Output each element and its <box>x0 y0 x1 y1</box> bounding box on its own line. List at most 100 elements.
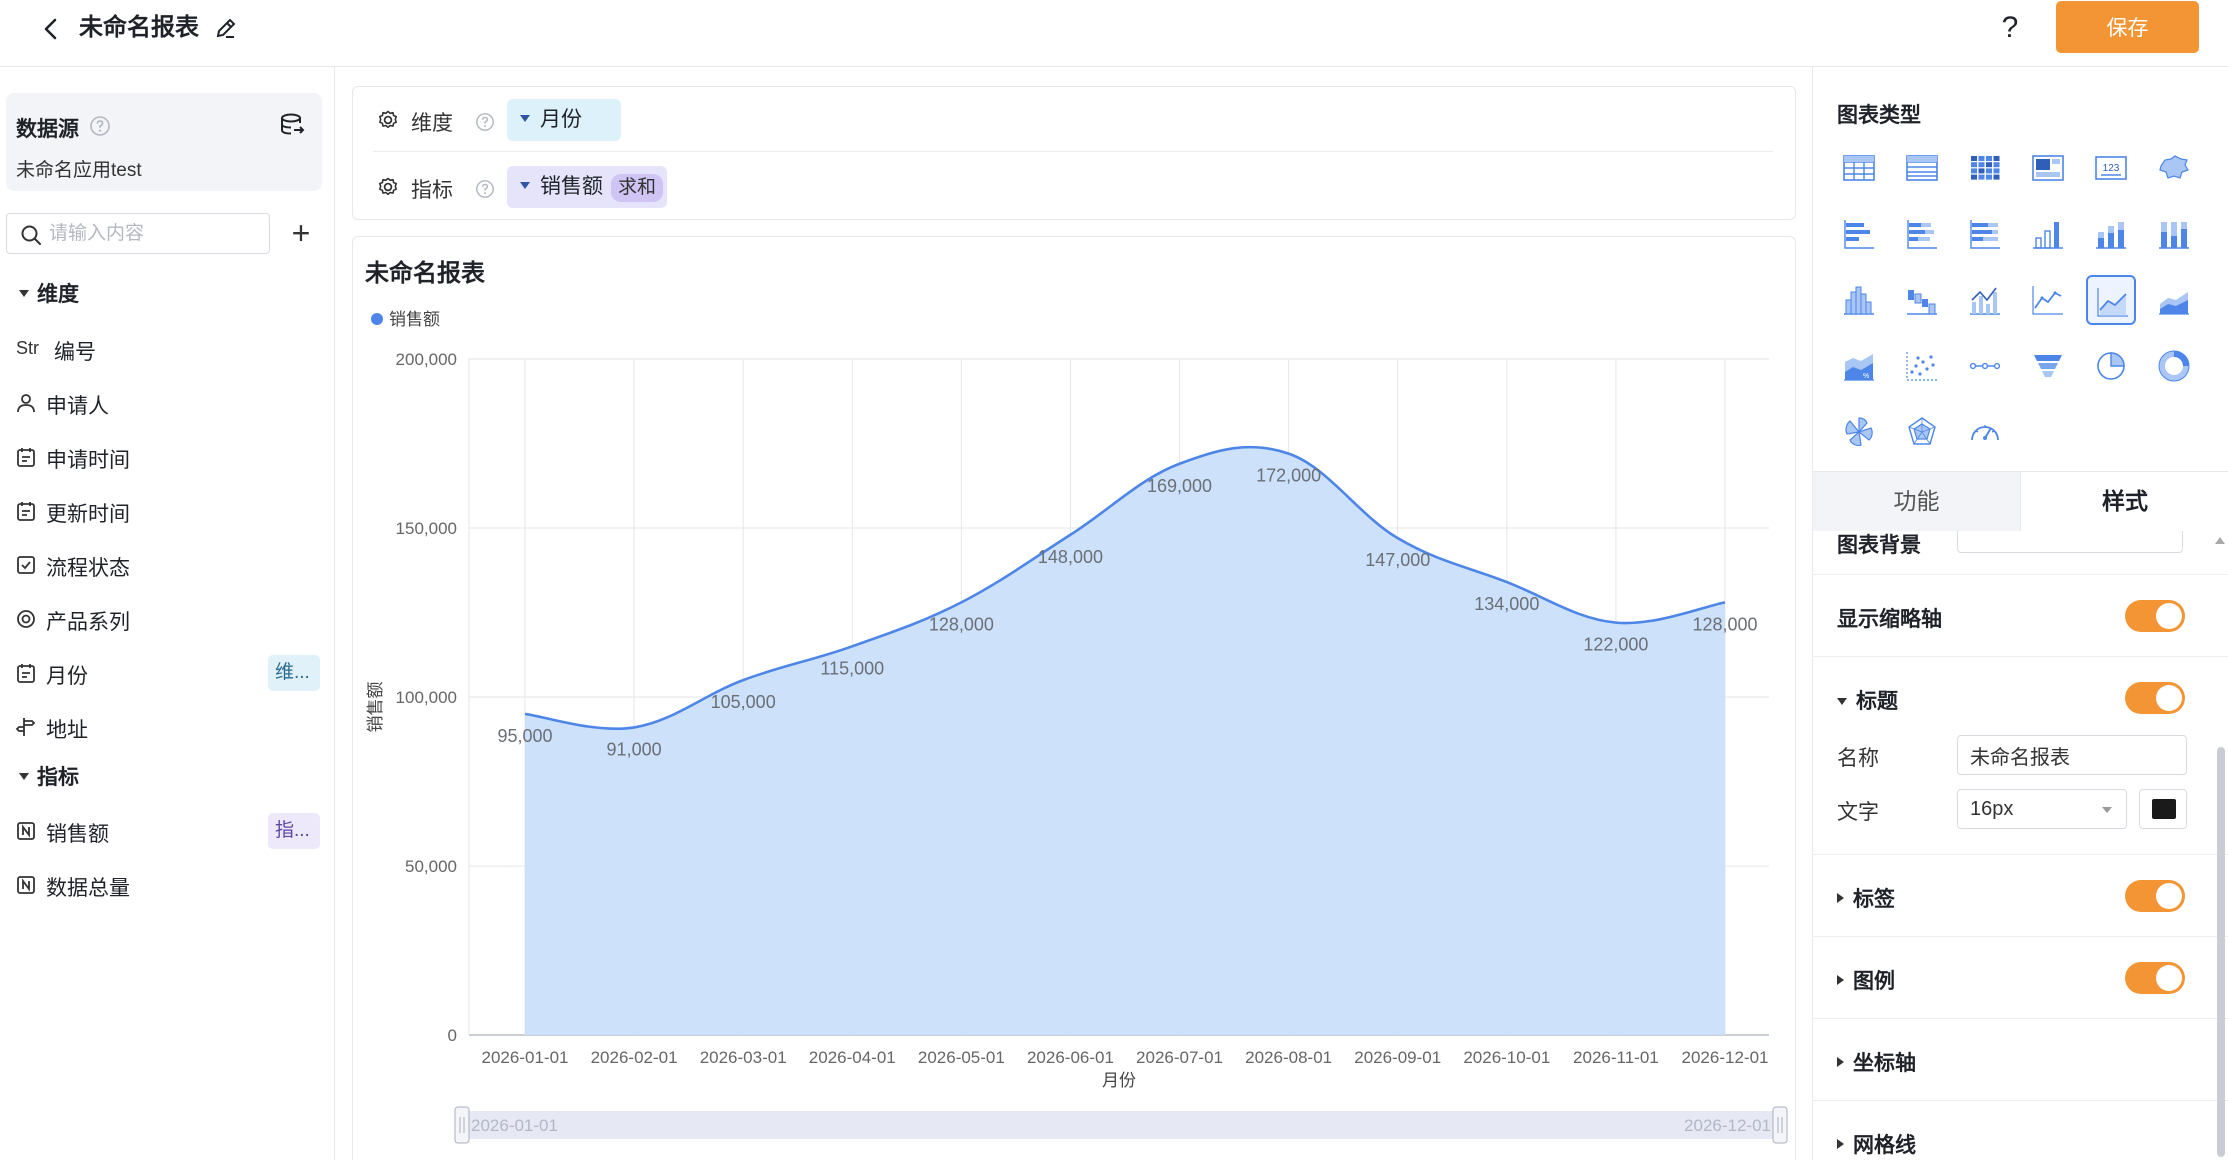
datasource-name: 未命名应用test <box>16 155 142 182</box>
edit-title-icon[interactable] <box>212 14 240 42</box>
chart-type-column-icon[interactable] <box>2023 209 2073 259</box>
dimension-field-id[interactable]: Str 编号 <box>14 329 322 369</box>
chart-type-dot-line-icon[interactable] <box>1960 341 2010 391</box>
field-label: 数据总量 <box>46 872 130 902</box>
map-icon <box>2156 150 2192 186</box>
number-icon <box>14 873 38 897</box>
chart-type-percent-area-icon[interactable]: % <box>1834 341 1884 391</box>
metric-field-sales[interactable]: 销售额 指... <box>14 811 322 851</box>
title-toggle[interactable] <box>2125 682 2185 714</box>
chart-type-pie-icon[interactable] <box>2086 341 2136 391</box>
chart-type-table-icon[interactable] <box>1834 143 1884 193</box>
report-title: 未命名报表 <box>79 11 199 45</box>
chart-type-horizontal-bar-icon[interactable] <box>1834 209 1884 259</box>
chart-type-combo-icon[interactable] <box>1960 275 2010 325</box>
background-color-input[interactable] <box>1957 531 2183 553</box>
field-label: 编号 <box>54 336 96 366</box>
text-color-picker[interactable] <box>2139 789 2187 829</box>
metric-pill-sales[interactable]: 销售额求和 <box>507 166 667 208</box>
title-name-input[interactable] <box>1957 735 2187 775</box>
line-icon <box>2030 282 2066 318</box>
metric-group-header[interactable]: 指标 <box>19 761 79 791</box>
chart-type-detail-table-icon[interactable] <box>1897 143 1947 193</box>
dot-line-icon <box>1967 348 2003 384</box>
add-field-button[interactable]: + <box>286 215 316 251</box>
font-size-select[interactable]: 16px <box>1957 789 2127 829</box>
x-tick-label: 2026-06-01 <box>1027 1048 1114 1067</box>
dimension-field-month[interactable]: 月份 维... <box>14 653 322 693</box>
chart-type-stacked-area-icon[interactable] <box>2149 275 2199 325</box>
number-icon <box>14 819 38 843</box>
option-title-header[interactable]: 标题 <box>1837 685 1898 715</box>
question-icon[interactable] <box>475 112 495 132</box>
in-use-metric-badge: 指... <box>268 813 320 849</box>
chart-type-pivot-table-icon[interactable] <box>1960 143 2010 193</box>
scroll-up-icon[interactable] <box>2215 537 2225 544</box>
field-label: 流程状态 <box>46 552 130 582</box>
calendar-icon <box>14 661 38 685</box>
option-legend-header[interactable]: 图例 <box>1837 965 1895 995</box>
zoom-axis-toggle[interactable] <box>2125 600 2185 632</box>
chart-config-card: 维度 月份 指标 销售额求和 <box>352 86 1796 220</box>
zoom-handle-left[interactable] <box>455 1107 469 1143</box>
y-tick-label: 100,000 <box>396 688 457 707</box>
chart-type-kpi-number-icon[interactable]: 123 <box>2086 143 2136 193</box>
dimension-group-header[interactable]: 维度 <box>19 278 79 308</box>
help-button[interactable]: ? <box>1992 8 2028 48</box>
chart-type-histogram-icon[interactable] <box>1834 275 1884 325</box>
chart-type-waterfall-icon[interactable] <box>1897 275 1947 325</box>
dimension-field-flow-status[interactable]: 流程状态 <box>14 545 322 585</box>
panel-scrollbar[interactable] <box>2217 747 2225 1157</box>
y-axis-title: 销售额 <box>366 682 385 733</box>
chart-type-funnel-icon[interactable] <box>2023 341 2073 391</box>
option-title-label: 标题 <box>1856 690 1898 713</box>
chart-type-area-icon[interactable] <box>2086 275 2136 325</box>
option-gridline-header-visible[interactable]: 网格线 <box>1837 1129 1916 1159</box>
stacked-area-icon <box>2156 282 2192 318</box>
tab-style[interactable]: 样式 <box>2021 472 2228 531</box>
chart-type-percent-horizontal-bar-icon[interactable] <box>1960 209 2010 259</box>
chart-type-card-icon[interactable] <box>2023 143 2073 193</box>
tag-toggle[interactable] <box>2125 880 2185 912</box>
chart-type-donut-icon[interactable] <box>2149 341 2199 391</box>
search-input[interactable] <box>49 218 264 249</box>
metric-field-total-count[interactable]: 数据总量 <box>14 865 322 905</box>
back-arrow-icon[interactable] <box>36 14 66 44</box>
kpi-number-icon: 123 <box>2093 150 2129 186</box>
question-icon[interactable] <box>89 115 111 137</box>
legend-toggle[interactable] <box>2125 962 2185 994</box>
chart-type-stacked-column-icon[interactable] <box>2086 209 2136 259</box>
dimension-field-applicant[interactable]: 申请人 <box>14 383 322 423</box>
option-background-label: 图表背景 <box>1837 531 1921 559</box>
option-axis-header[interactable]: 坐标轴 <box>1837 1047 1916 1077</box>
aggregation-badge[interactable]: 求和 <box>611 174 663 202</box>
gauge-icon <box>1967 414 2003 450</box>
chart-types-title: 图表类型 <box>1837 99 1921 129</box>
chart-type-radar-icon[interactable] <box>1897 407 1947 457</box>
dimension-field-apply-time[interactable]: 申请时间 <box>14 437 322 477</box>
chart-type-scatter-icon[interactable] <box>1897 341 1947 391</box>
chart-type-map-icon[interactable] <box>2149 143 2199 193</box>
chart-type-gauge-icon[interactable] <box>1960 407 2010 457</box>
chart-type-line-icon[interactable] <box>2023 275 2073 325</box>
settings-tabs: 功能 样式 <box>1813 471 2228 531</box>
dimension-field-product-series[interactable]: 产品系列 <box>14 599 322 639</box>
database-switch-icon[interactable] <box>278 111 306 139</box>
save-button[interactable]: 保存 <box>2056 1 2199 53</box>
zoom-handle-right[interactable] <box>1773 1107 1787 1143</box>
dimension-field-update-time[interactable]: 更新时间 <box>14 491 322 531</box>
chart-type-percent-column-icon[interactable] <box>2149 209 2199 259</box>
title-text-label: 文字 <box>1837 796 1879 826</box>
chart-type-rose-icon[interactable] <box>1834 407 1884 457</box>
tab-function[interactable]: 功能 <box>1813 472 2021 531</box>
card-icon <box>2030 150 2066 186</box>
chart-type-stacked-horizontal-bar-icon[interactable] <box>1897 209 1947 259</box>
dimension-field-address[interactable]: 地址 <box>14 707 322 747</box>
question-icon[interactable] <box>475 179 495 199</box>
data-label: 128,000 <box>1692 614 1757 634</box>
x-tick-label: 2026-01-01 <box>482 1048 569 1067</box>
percent-column-icon <box>2156 216 2192 252</box>
dimension-pill-month[interactable]: 月份 <box>507 99 621 141</box>
option-tag-header[interactable]: 标签 <box>1837 883 1895 913</box>
